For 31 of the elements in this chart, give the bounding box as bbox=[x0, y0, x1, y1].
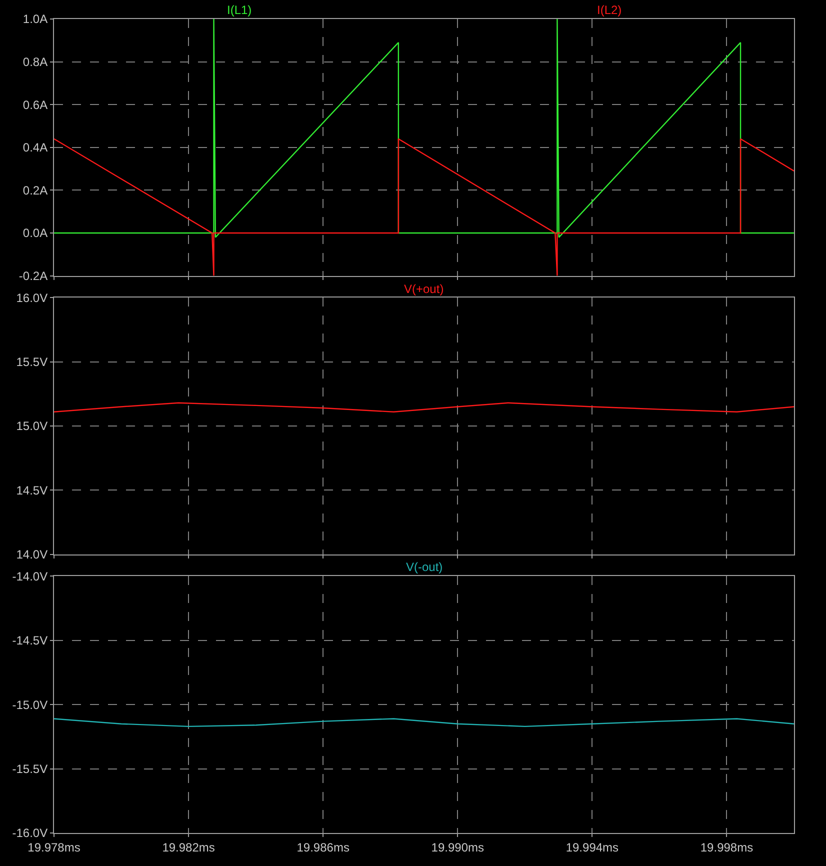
x-tick-label: 19.994ms bbox=[566, 840, 619, 854]
line-series bbox=[54, 718, 794, 728]
y-tick-label: 0.4A bbox=[22, 140, 48, 155]
y-tick-label: -15.5V bbox=[12, 762, 48, 776]
y-tick-label: 0.6A bbox=[22, 98, 48, 112]
y-tick-label: 0.8A bbox=[22, 55, 48, 69]
text: V(-out) bbox=[406, 560, 443, 574]
y-tick-label: 14.0V bbox=[16, 548, 48, 562]
y-tick-label: -15.0V bbox=[12, 698, 48, 712]
x-tick-label: 19.982ms bbox=[162, 840, 215, 854]
line-series bbox=[54, 19, 794, 238]
y-tick-label: -14.5V bbox=[12, 634, 48, 648]
y-tick-label: -16.0V bbox=[12, 826, 48, 840]
x-tick-label: 19.998ms bbox=[700, 840, 754, 854]
y-tick-label: 1.0A bbox=[22, 12, 48, 26]
x-tick-label: 19.986ms bbox=[296, 840, 350, 854]
y-tick-label: 16.0V bbox=[16, 290, 48, 305]
y-tick-label: 15.0V bbox=[16, 419, 48, 434]
series-label: I(L1) bbox=[227, 3, 252, 17]
y-tick-label: -0.2A bbox=[18, 269, 48, 284]
x-tick-label: 19.990ms bbox=[431, 840, 484, 854]
y-tick-label: 0.0A bbox=[22, 226, 48, 240]
text: V(+out) bbox=[404, 282, 444, 296]
x-tick-label: 19.978ms bbox=[28, 840, 80, 854]
y-tick-label: 14.5V bbox=[16, 483, 48, 498]
line-series bbox=[54, 138, 794, 276]
line-series bbox=[54, 402, 794, 412]
y-tick-label: 0.2A bbox=[22, 183, 48, 198]
y-tick-label: -14.0V bbox=[12, 569, 48, 584]
y-tick-label: 15.5V bbox=[16, 354, 48, 369]
text: I(L2) bbox=[597, 3, 622, 17]
